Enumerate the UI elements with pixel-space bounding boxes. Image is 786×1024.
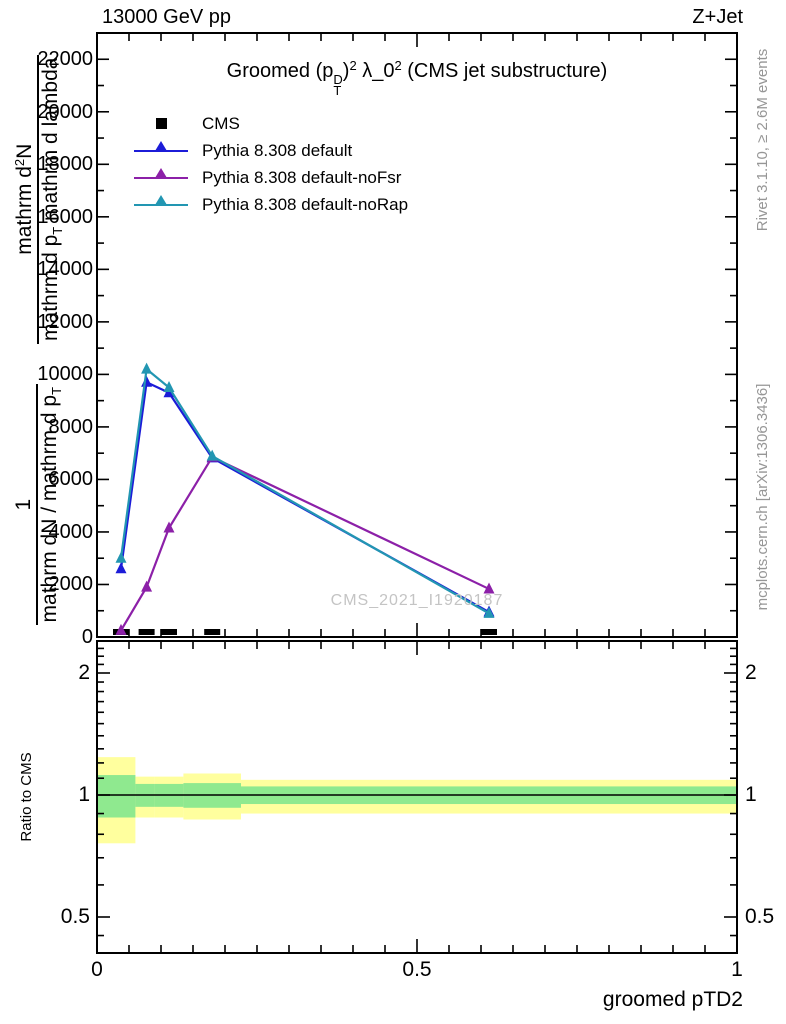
plot-title: Groomed (p D T)2 λ_02 (CMS jet substructur… — [97, 58, 737, 98]
series-marker-pythia-8-308-default — [141, 375, 153, 387]
title-close: ) — [342, 60, 350, 82]
y-tick-label: 14000 — [37, 258, 93, 281]
y-tick-label: 22000 — [37, 48, 93, 71]
rivet-version-note: Rivet 3.1.10, ≥ 2.6M events — [754, 48, 771, 232]
triangle-line-marker-icon — [128, 167, 194, 185]
title-lead: Groomed (p — [226, 60, 334, 82]
y-tick-label: 6000 — [48, 468, 94, 491]
ratio-y-tick-label-right: 2 — [745, 661, 757, 684]
main-plot-frame — [96, 32, 738, 638]
series-marker-pythia-8-308-default-nofsr — [483, 582, 495, 594]
cms-square-marker-icon — [128, 117, 194, 131]
ratio-y-tick-label-left: 1 — [78, 783, 90, 806]
triangle-line-marker-icon — [128, 194, 194, 212]
beam-energy-label: 13000 GeV pp — [102, 6, 231, 28]
series-line-pythia-8-308-default-norap — [119, 367, 490, 615]
cms-data-square — [161, 629, 177, 635]
series-marker-pythia-8-308-default-norap — [483, 606, 495, 618]
y-tick-label: 16000 — [37, 205, 93, 228]
y-tick-label: 18000 — [37, 153, 93, 176]
y-axis-label-fraction-2: mathrm d2N mathrm d pT mathrm d lambda — [12, 54, 65, 344]
x-tick-label: 0 — [91, 958, 103, 981]
cms-data-square — [138, 629, 155, 635]
title-lambda: λ_0 — [356, 60, 395, 82]
legend-item-pythia-default: Pythia 8.308 default — [128, 137, 408, 164]
series-marker-pythia-8-308-default-nofsr — [141, 580, 153, 592]
y-tick-label: 12000 — [37, 310, 93, 333]
legend: CMS Pythia 8.308 default Pythia 8.308 de… — [128, 110, 408, 218]
series-marker-pythia-8-308-default-nofsr — [115, 623, 127, 635]
series-marker-pythia-8-308-default-nofsr — [163, 521, 175, 533]
legend-label: Pythia 8.308 default-noFsr — [202, 167, 402, 187]
ratio-plot-frame — [96, 640, 738, 954]
y-tick-label: 20000 — [37, 100, 93, 123]
series-marker-pythia-8-308-default-norap — [206, 449, 218, 461]
series-marker-pythia-8-308-default-norap — [163, 381, 175, 393]
cms-data-square — [204, 629, 221, 635]
y-tick-label: 10000 — [37, 363, 93, 386]
title-tail: (CMS jet substructure) — [401, 60, 608, 82]
series-marker-pythia-8-308-default-norap — [141, 362, 153, 374]
triangle-line-marker-icon — [128, 140, 194, 158]
ratio-y-tick-label-left: 2 — [78, 661, 90, 684]
mcplots-arxiv-note: mcplots.cern.ch [arXiv:1306.3436] — [754, 383, 771, 611]
series-line-pythia-8-308-default — [119, 380, 490, 614]
x-axis-label: groomed pTD2 — [602, 988, 743, 1011]
title-sq2: 2 — [394, 58, 402, 73]
legend-item-pythia-norap: Pythia 8.308 default-noRap — [128, 191, 408, 218]
ratio-y-tick-label-right: 1 — [745, 783, 757, 806]
ratio-y-tick-label-right: 0.5 — [745, 905, 775, 928]
legend-label: CMS — [202, 113, 240, 133]
legend-label: Pythia 8.308 default-noRap — [202, 194, 409, 214]
y-tick-label: 4000 — [48, 520, 94, 543]
series-marker-pythia-8-308-default-norap — [115, 551, 127, 563]
ratio-y-tick-label-left: 0.5 — [60, 905, 90, 928]
legend-item-pythia-nofsr: Pythia 8.308 default-noFsr — [128, 164, 408, 191]
y-tick-label: 2000 — [48, 573, 94, 596]
legend-label: Pythia 8.308 default — [202, 140, 353, 160]
title-sq1: 2 — [349, 58, 357, 73]
y-tick-label: 0 — [81, 626, 93, 648]
analysis-id-watermark: CMS_2021_I1920187 — [330, 592, 504, 609]
ratio-band-green — [97, 775, 136, 818]
x-tick-label: 0.5 — [402, 958, 432, 981]
y-tick-label: 8000 — [48, 415, 94, 438]
legend-item-cms: CMS — [128, 110, 408, 137]
x-tick-label: 1 — [731, 958, 743, 981]
series-marker-pythia-8-308-default — [115, 562, 127, 574]
cms-data-square — [481, 629, 497, 635]
process-label: Z+Jet — [692, 6, 743, 28]
